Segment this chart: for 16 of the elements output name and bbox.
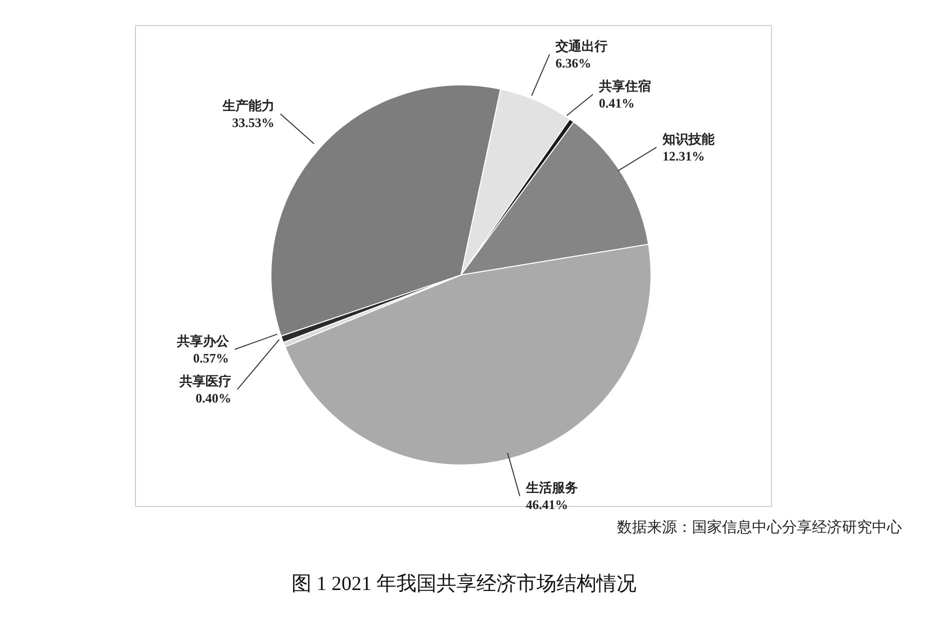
slice-label: 生活服务 xyxy=(524,480,578,496)
slice-label: 交通出行 xyxy=(554,38,608,54)
slice-label: 共享住宿 xyxy=(598,78,651,94)
slice-label: 生产能力 xyxy=(221,98,274,113)
data-label: 12.31% xyxy=(662,148,705,164)
data-label: 0.41% xyxy=(598,95,635,110)
data-label: 0.57% xyxy=(193,350,229,366)
data-label: 33.53% xyxy=(232,114,274,130)
slice-label: 共享医疗 xyxy=(178,373,232,388)
slice-label: 共享办公 xyxy=(176,333,230,348)
slice-label: 知识技能 xyxy=(661,131,716,146)
data-label: 0.40% xyxy=(196,390,232,406)
source-note: 数据来源：国家信息中心分享经济研究中心 xyxy=(617,518,902,537)
data-label: 46.41% xyxy=(526,497,568,512)
text: 图 1 2021 年我国共享经济市场结构情况 xyxy=(290,572,638,597)
data-label: 6.36% xyxy=(556,55,592,70)
